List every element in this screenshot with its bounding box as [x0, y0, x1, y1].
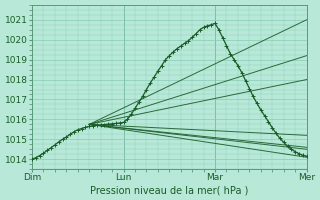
X-axis label: Pression niveau de la mer( hPa ): Pression niveau de la mer( hPa ) — [90, 185, 249, 195]
